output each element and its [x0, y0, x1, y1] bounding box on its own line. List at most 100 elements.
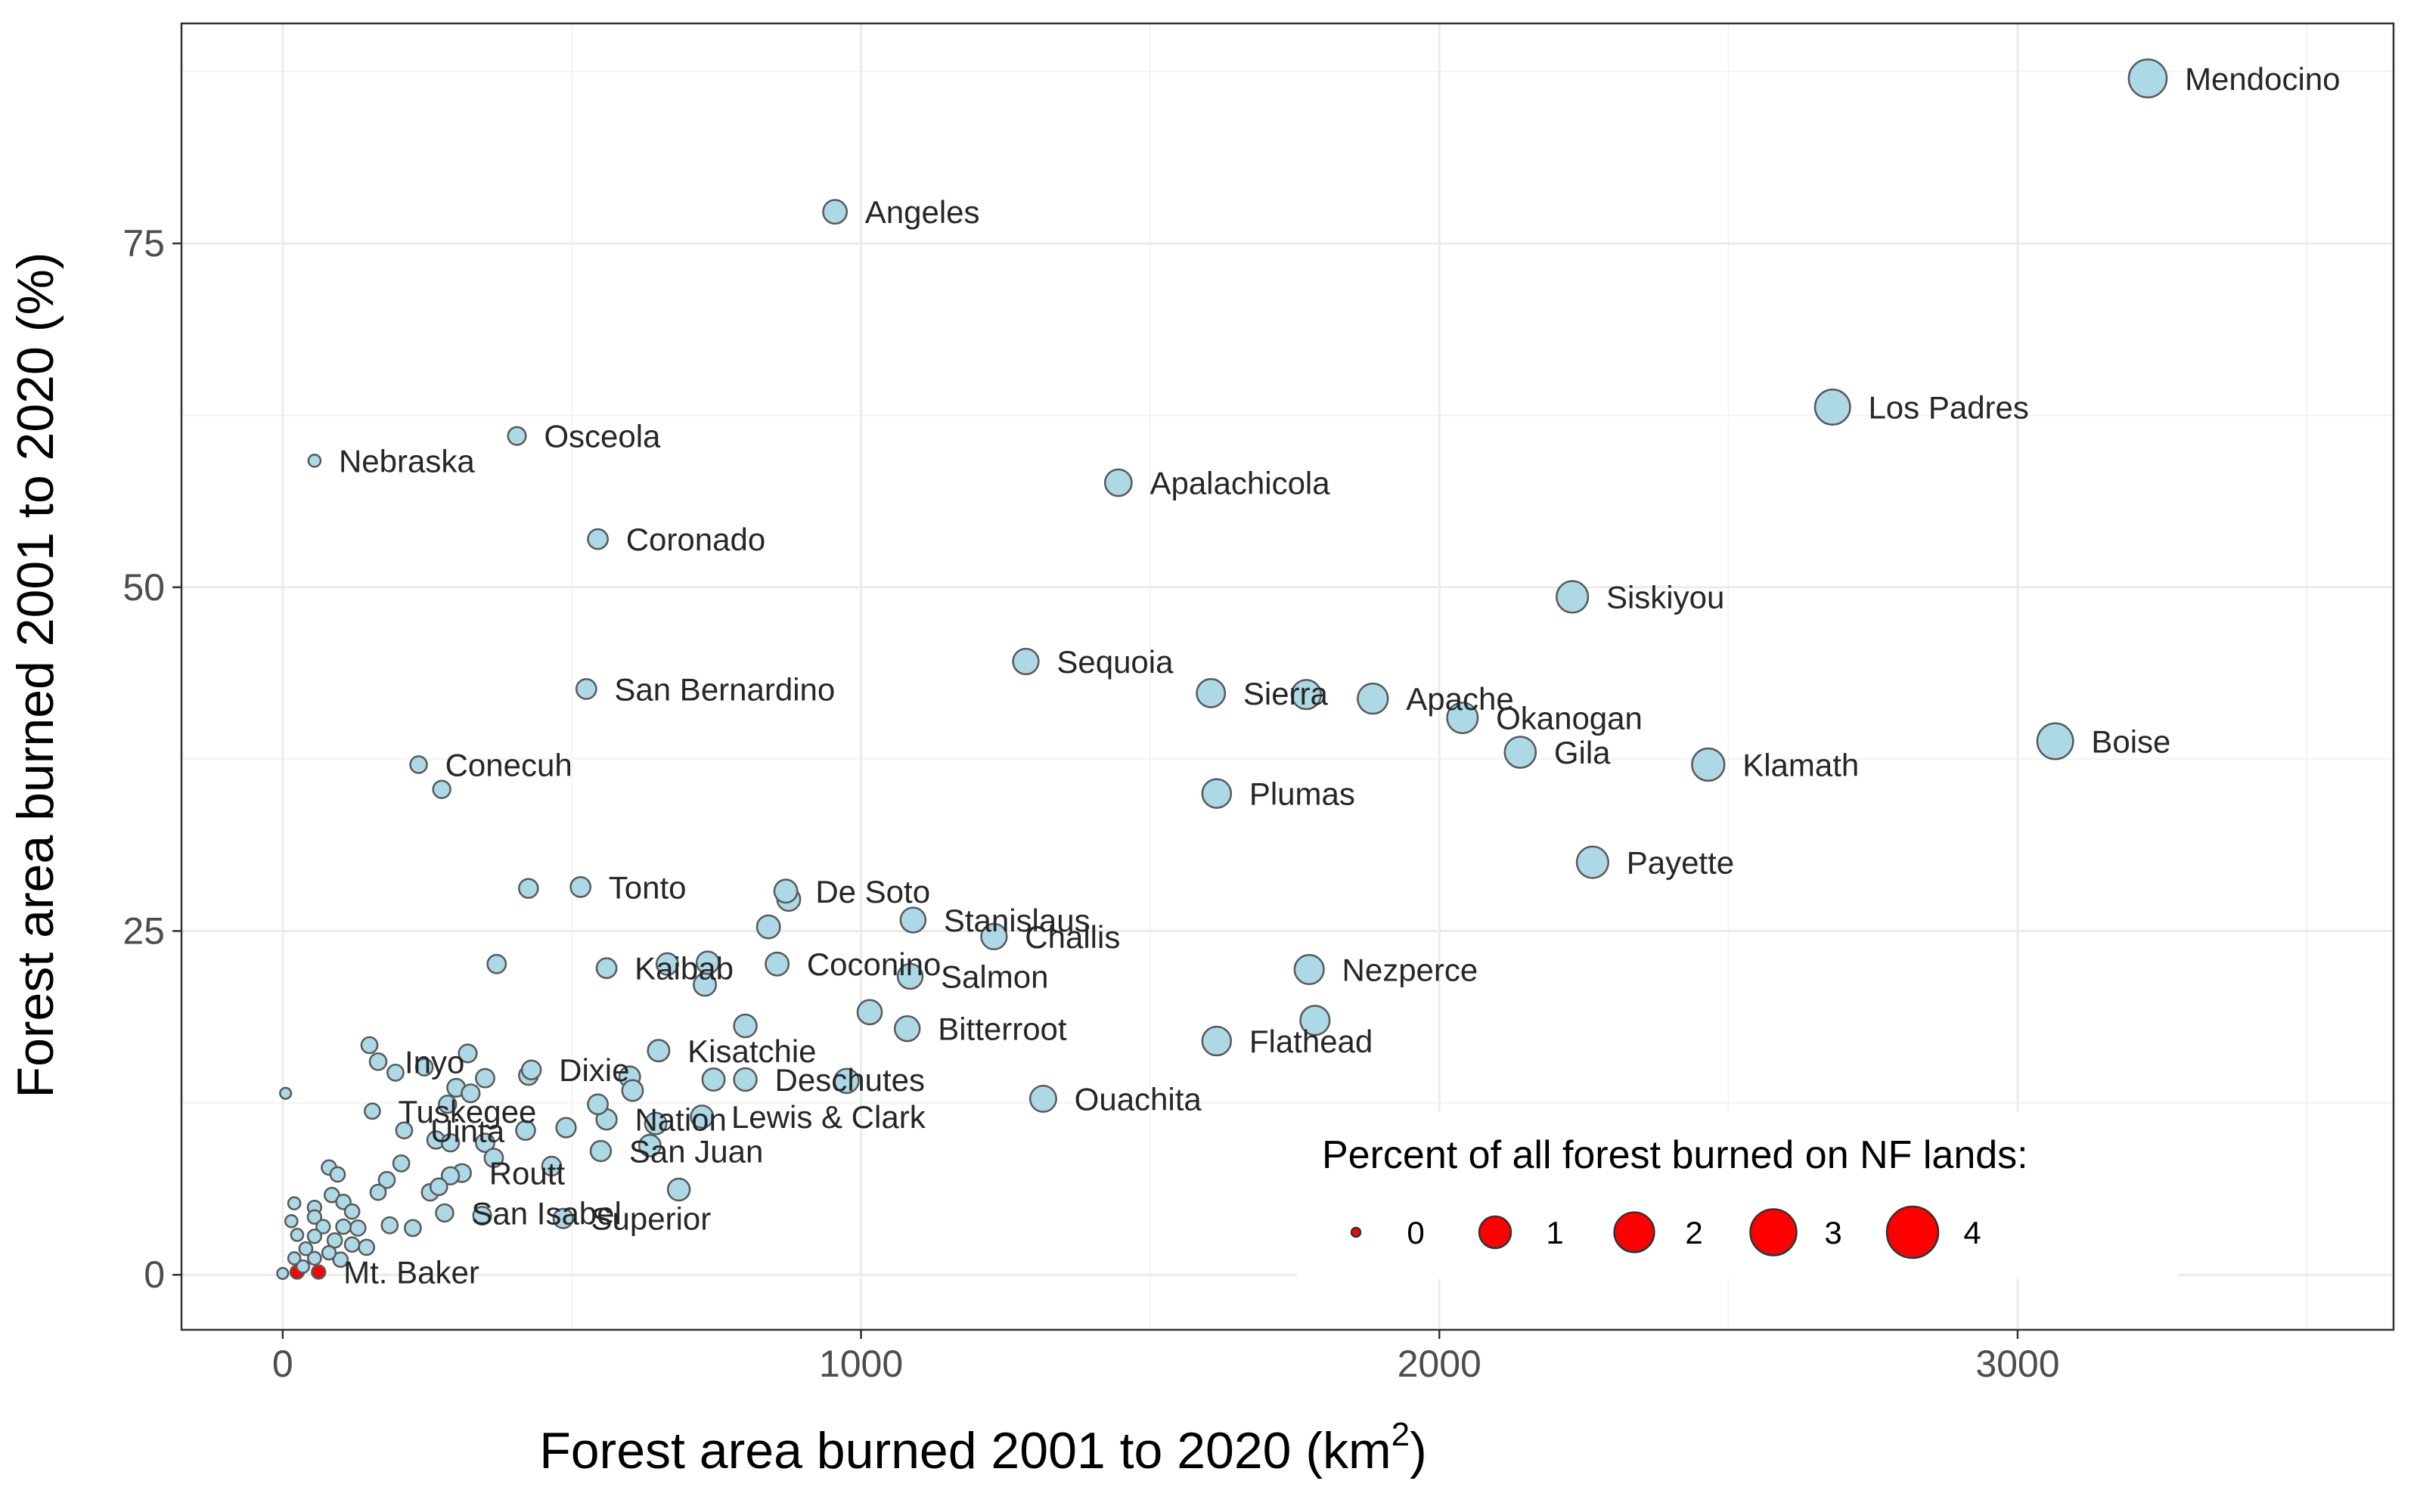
point-label: Angeles — [865, 194, 980, 230]
data-point — [329, 1166, 346, 1183]
data-point — [655, 952, 679, 976]
data-point — [369, 1183, 387, 1201]
data-point — [773, 878, 799, 904]
point-label: Kisatchie — [687, 1033, 816, 1069]
data-point — [414, 1058, 434, 1077]
data-point — [701, 1067, 726, 1092]
legend-key — [1613, 1211, 1655, 1253]
data-point — [755, 914, 781, 940]
y-tick-label: 50 — [123, 566, 165, 609]
point-label: Okanogan — [1496, 701, 1643, 736]
point-label: Tonto — [609, 869, 687, 905]
data-point — [307, 454, 322, 468]
point-label: Mt. Baker — [343, 1255, 479, 1290]
data-point — [1012, 647, 1040, 676]
data-point — [520, 1059, 542, 1080]
data-point — [690, 1105, 715, 1129]
point-label: Siskiyou — [1606, 580, 1724, 615]
data-point — [1503, 736, 1537, 769]
point-label: Apalachicola — [1150, 466, 1330, 501]
point-label: De Soto — [815, 874, 930, 909]
data-point — [1201, 778, 1233, 809]
legend-key — [1478, 1215, 1512, 1250]
data-point — [569, 875, 592, 898]
data-point — [343, 1236, 361, 1253]
point-label: Stanislaus — [944, 903, 1091, 938]
point-label: Boise — [2091, 723, 2170, 759]
data-point — [287, 1251, 302, 1266]
legend-label: 0 — [1407, 1215, 1424, 1250]
data-point — [1357, 682, 1389, 715]
legend-key — [1885, 1205, 1940, 1259]
x-tick-label: 3000 — [1975, 1343, 2059, 1385]
data-point — [507, 426, 527, 446]
data-point — [332, 1251, 349, 1269]
data-point — [666, 1177, 691, 1202]
data-point — [475, 1132, 495, 1154]
data-point — [621, 1079, 644, 1102]
data-point — [335, 1218, 352, 1235]
data-point — [733, 1013, 758, 1039]
data-point — [435, 1203, 455, 1223]
point-label: San Bernardino — [614, 671, 835, 707]
x-axis-title-end: ) — [1410, 1422, 1427, 1479]
data-point — [360, 1036, 379, 1055]
data-point — [733, 1067, 758, 1092]
legend-label: 4 — [1963, 1215, 1981, 1250]
data-point — [893, 1015, 921, 1043]
data-point — [589, 1139, 613, 1163]
data-point — [363, 1102, 381, 1120]
data-point — [343, 1203, 361, 1220]
data-point — [472, 1205, 492, 1226]
point-label: Inyo — [405, 1044, 464, 1080]
point-label: Nebraska — [339, 443, 475, 479]
data-point — [475, 1067, 495, 1089]
data-point — [461, 1083, 481, 1104]
data-point — [822, 199, 849, 225]
point-label: Challis — [1025, 919, 1120, 955]
data-point — [486, 953, 507, 974]
data-point — [438, 1094, 458, 1114]
data-point — [432, 779, 451, 799]
data-point — [326, 1232, 343, 1249]
data-point — [647, 1039, 671, 1063]
data-point — [856, 999, 883, 1026]
data-point — [392, 1154, 411, 1173]
data-point — [306, 1209, 323, 1225]
point-label: Bitterroot — [938, 1012, 1067, 1047]
point-label: Sequoia — [1056, 644, 1174, 680]
point-label: Flathead — [1249, 1024, 1373, 1059]
point-label: Nezperce — [1342, 952, 1478, 987]
point-labels: Mendocino Angeles Los Padres Nebraska Osceol… — [339, 61, 2341, 1290]
point-label: Superior — [591, 1201, 712, 1237]
data-point — [290, 1228, 305, 1242]
data-point — [899, 906, 927, 934]
point-label: Mendocino — [2185, 61, 2340, 97]
point-label: Ouachita — [1075, 1081, 1202, 1117]
point-label: Gila — [1554, 735, 1611, 770]
data-point — [430, 1177, 448, 1197]
point-label: San Isabel — [471, 1195, 621, 1231]
data-point — [1575, 845, 1609, 879]
data-point — [1196, 677, 1227, 708]
x-tick-label: 1000 — [819, 1343, 903, 1385]
data-point — [386, 1064, 405, 1082]
point-label: Payette — [1627, 845, 1734, 881]
point-label: Uinta — [430, 1113, 505, 1148]
point-label: San Juan — [629, 1134, 763, 1170]
data-point — [587, 528, 609, 550]
data-point — [765, 951, 790, 977]
point-label: Sierra — [1243, 676, 1329, 711]
data-point — [483, 1148, 504, 1169]
data-point — [377, 1170, 396, 1189]
data-point — [1446, 702, 1479, 735]
point-label: Osceola — [544, 419, 661, 454]
legend-background — [1297, 1111, 2178, 1279]
x-tick-label: 2000 — [1398, 1343, 1481, 1385]
data-point — [368, 1052, 388, 1071]
point-label: Routt — [489, 1156, 566, 1191]
data-point — [284, 1213, 299, 1228]
data-point — [311, 1264, 327, 1280]
legend-label: 3 — [1824, 1215, 1841, 1250]
data-point — [440, 1166, 461, 1185]
